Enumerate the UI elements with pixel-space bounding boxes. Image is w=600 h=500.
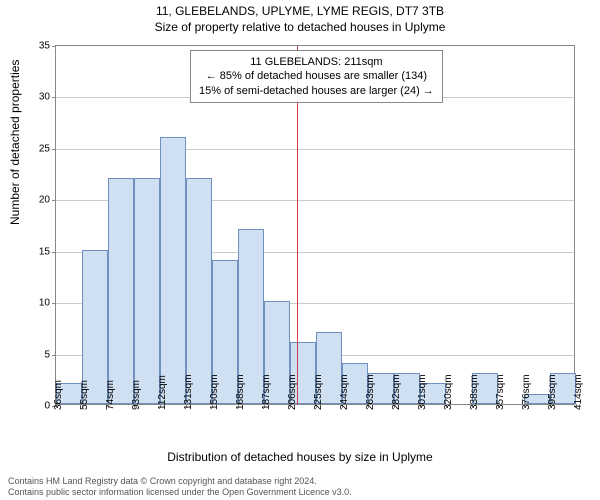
y-axis-label: Number of detached properties	[8, 60, 22, 225]
annotation-line3: 15% of semi-detached houses are larger (…	[199, 84, 434, 98]
x-tick-label: 338sqm	[469, 374, 480, 410]
x-tick-label: 263sqm	[365, 374, 376, 410]
x-tick-label: 282sqm	[391, 374, 402, 410]
histogram-bar	[186, 178, 212, 404]
x-tick-label: 395sqm	[547, 374, 558, 410]
y-tick-label: 15	[39, 246, 50, 257]
histogram-bar	[160, 137, 186, 404]
x-tick-label: 112sqm	[157, 375, 168, 410]
x-tick-label: 320sqm	[443, 374, 454, 410]
x-tick-label: 131sqm	[183, 374, 194, 410]
x-tick-label: 301sqm	[417, 374, 428, 410]
x-tick-label: 168sqm	[235, 374, 246, 410]
x-tick-label: 93sqm	[131, 380, 142, 410]
y-tick-label: 10	[39, 298, 50, 309]
y-tick-label: 35	[39, 41, 50, 52]
x-tick-label: 74sqm	[105, 380, 116, 410]
x-tick-label: 36sqm	[53, 380, 64, 410]
x-tick-label: 357sqm	[495, 374, 506, 410]
x-tick-label: 376sqm	[521, 374, 532, 410]
y-tick-label: 20	[39, 195, 50, 206]
x-tick-label: 187sqm	[261, 374, 272, 410]
y-tick-label: 0	[44, 401, 50, 412]
histogram-bar	[108, 178, 134, 404]
x-tick-label: 225sqm	[313, 374, 324, 410]
x-tick-label: 414sqm	[573, 374, 584, 410]
title-address: 11, GLEBELANDS, UPLYME, LYME REGIS, DT7 …	[0, 0, 600, 18]
annotation-box: 11 GLEBELANDS: 211sqm ← 85% of detached …	[190, 50, 443, 103]
y-tick-label: 25	[39, 143, 50, 154]
footer-attribution: Contains HM Land Registry data © Crown c…	[8, 476, 352, 498]
annotation-line1: 11 GLEBELANDS: 211sqm	[199, 55, 434, 69]
chart-container: 11, GLEBELANDS, UPLYME, LYME REGIS, DT7 …	[0, 0, 600, 500]
x-tick-label: 244sqm	[339, 374, 350, 410]
title-subtitle: Size of property relative to detached ho…	[0, 18, 600, 34]
footer-line2: Contains public sector information licen…	[8, 487, 352, 498]
x-tick-label: 150sqm	[209, 374, 220, 410]
x-tick-label: 55sqm	[79, 380, 90, 410]
y-tick-label: 30	[39, 92, 50, 103]
y-tick-label: 5	[44, 349, 50, 360]
footer-line1: Contains HM Land Registry data © Crown c…	[8, 476, 352, 487]
histogram-bar	[134, 178, 160, 404]
x-axis-label: Distribution of detached houses by size …	[0, 450, 600, 464]
annotation-line2: ← 85% of detached houses are smaller (13…	[199, 69, 434, 83]
